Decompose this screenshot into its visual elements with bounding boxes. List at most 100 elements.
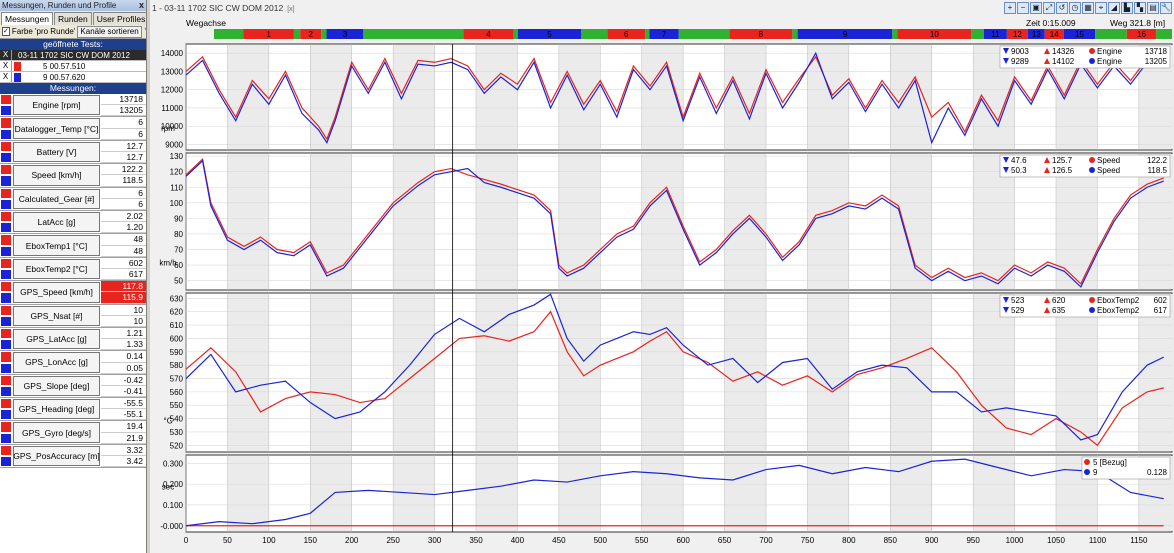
measurement-row[interactable]: EboxTemp1 [°C] 48 48: [0, 234, 146, 258]
channel-name-button[interactable]: GPS_LatAcc [g]: [13, 328, 100, 350]
measurement-row[interactable]: GPS_Slope [deg] -0.42 -0.41: [0, 374, 146, 399]
track-segment[interactable]: [1156, 29, 1172, 39]
layout-1-icon[interactable]: ▙: [1121, 2, 1133, 14]
track-segment[interactable]: [729, 29, 793, 39]
track-segment[interactable]: [214, 29, 244, 39]
zoom-fit-icon[interactable]: ⤢: [1043, 2, 1055, 14]
layout-3-icon[interactable]: ▤: [1147, 2, 1159, 14]
channel-color-swatch[interactable]: [0, 304, 12, 327]
track-segment[interactable]: [897, 29, 972, 39]
track-segment[interactable]: [1006, 29, 1028, 39]
track-segment[interactable]: [971, 29, 984, 39]
track-segment[interactable]: [645, 29, 650, 39]
channel-name-button[interactable]: Calculated_Gear [#]: [13, 188, 100, 209]
grid-icon[interactable]: ▦: [1082, 2, 1094, 14]
channel-color-swatch[interactable]: [0, 444, 12, 468]
channel-name-button[interactable]: EboxTemp1 [°C]: [13, 235, 100, 256]
channel-color-swatch[interactable]: [0, 117, 12, 140]
zoom-box-icon[interactable]: ▣: [1030, 2, 1042, 14]
document-tab[interactable]: 1 - 03-11 1702 SIC CW DOM 2012 [x]: [152, 3, 295, 13]
track-segment[interactable]: [363, 29, 464, 39]
channel-name-button[interactable]: GPS_Heading [deg]: [13, 399, 100, 420]
channel-color-swatch[interactable]: [0, 94, 12, 117]
track-segment[interactable]: [326, 29, 364, 39]
test-row[interactable]: X 03-11 1702 SIC CW DOM 2012: [0, 50, 146, 61]
track-segment[interactable]: [983, 29, 1007, 39]
channel-name-button[interactable]: GPS_Speed [km/h]: [13, 282, 100, 303]
measurement-row[interactable]: EboxTemp2 [°C] 602 617: [0, 257, 146, 282]
track-segment[interactable]: [293, 29, 301, 39]
channel-color-swatch[interactable]: [0, 398, 12, 421]
channel-color-swatch[interactable]: [0, 257, 12, 281]
track-segment[interactable]: [1027, 29, 1045, 39]
legend-box[interactable]: [999, 45, 1171, 69]
channel-name-button[interactable]: GPS_Nsat [#]: [13, 305, 100, 326]
channel-name-button[interactable]: Engine [rpm]: [13, 95, 100, 116]
test-row[interactable]: X 9 00.57.620: [0, 72, 146, 83]
measurement-row[interactable]: GPS_LatAcc [g] 1.21 1.33: [0, 327, 146, 352]
track-segment[interactable]: [300, 29, 322, 39]
track-segment[interactable]: [321, 29, 327, 39]
track-segment[interactable]: [1044, 29, 1064, 39]
chart-canvas[interactable]: 1 2 3 4 5 6 7 8 9 10 11 12 13 14 15 1690001000011000120…: [150, 0, 1174, 553]
measurement-row[interactable]: Speed [km/h] 122.2 118.5: [0, 164, 146, 188]
channel-name-button[interactable]: GPS_Gyro [deg/s]: [13, 422, 100, 443]
close-icon[interactable]: x: [138, 0, 144, 10]
track-segment[interactable]: [463, 29, 514, 39]
zoom-in-icon[interactable]: +: [1004, 2, 1016, 14]
channel-name-button[interactable]: LatAcc [g]: [13, 211, 100, 233]
zoom-reset-icon[interactable]: ↺: [1056, 2, 1068, 14]
track-segment[interactable]: [792, 29, 798, 39]
wrench-icon[interactable]: 🔧: [1160, 2, 1172, 14]
channel-name-button[interactable]: GPS_Slope [deg]: [13, 375, 100, 397]
channel-name-button[interactable]: Datalogger_Temp [°C]: [13, 118, 100, 139]
measurement-row[interactable]: LatAcc [g] 2.02 1.20: [0, 210, 146, 235]
channel-color-swatch[interactable]: [0, 327, 12, 351]
zoom-out-icon[interactable]: −: [1017, 2, 1029, 14]
track-segment[interactable]: [1126, 29, 1157, 39]
sort-channels-button[interactable]: Kanäle sortieren: [77, 25, 142, 38]
tab-runden[interactable]: Runden: [53, 12, 92, 25]
channel-name-button[interactable]: GPS_LonAcc [g]: [13, 352, 100, 373]
track-segment[interactable]: [243, 29, 294, 39]
wrench-icon[interactable]: 🔧: [144, 26, 146, 37]
track-segment[interactable]: [513, 29, 518, 39]
legend-box[interactable]: [999, 154, 1171, 178]
channel-color-swatch[interactable]: [0, 140, 12, 164]
measurement-row[interactable]: GPS_PosAccuracy [m] 3.32 3.42: [0, 444, 146, 469]
channel-color-swatch[interactable]: [0, 234, 12, 257]
channel-color-swatch[interactable]: [0, 210, 12, 234]
legend-box[interactable]: [1081, 456, 1171, 480]
channel-color-swatch[interactable]: [0, 351, 12, 374]
channel-color-swatch[interactable]: [0, 374, 12, 398]
track-segment[interactable]: [607, 29, 646, 39]
legend-box[interactable]: [999, 294, 1171, 318]
measurement-row[interactable]: Engine [rpm] 13718 13205: [0, 94, 146, 118]
channel-name-button[interactable]: GPS_PosAccuracy [m]: [13, 445, 100, 467]
clock-icon[interactable]: ◷: [1069, 2, 1081, 14]
remove-test-icon[interactable]: X: [0, 61, 12, 71]
measure-icon[interactable]: ◢: [1108, 2, 1120, 14]
color-per-lap-checkbox[interactable]: ✓: [2, 27, 10, 36]
measurement-row[interactable]: GPS_Speed [km/h] 117.8 115.9: [0, 281, 146, 305]
channel-color-swatch[interactable]: [0, 187, 12, 210]
tab-messungen[interactable]: Messungen: [1, 12, 53, 25]
track-segment[interactable]: [892, 29, 898, 39]
measurement-row[interactable]: GPS_LonAcc [g] 0.14 0.05: [0, 351, 146, 375]
measurement-row[interactable]: Battery [V] 12.7 12.7: [0, 140, 146, 165]
channel-color-swatch[interactable]: [0, 281, 12, 304]
tab-user-profiles[interactable]: User Profiles: [92, 12, 146, 25]
track-segment[interactable]: [649, 29, 679, 39]
channel-color-swatch[interactable]: [0, 421, 12, 444]
track-segment[interactable]: [1095, 29, 1127, 39]
layout-2-icon[interactable]: ▚: [1134, 2, 1146, 14]
track-segment[interactable]: [581, 29, 608, 39]
cursor-icon[interactable]: ⌖: [1095, 2, 1107, 14]
track-segment[interactable]: [1063, 29, 1096, 39]
track-segment[interactable]: [797, 29, 893, 39]
track-segment[interactable]: [517, 29, 582, 39]
remove-test-icon[interactable]: X: [0, 72, 12, 82]
measurement-row[interactable]: GPS_Gyro [deg/s] 19.4 21.9: [0, 421, 146, 445]
measurement-row[interactable]: GPS_Nsat [#] 10 10: [0, 304, 146, 328]
measurement-row[interactable]: GPS_Heading [deg] -55.5 -55.1: [0, 398, 146, 422]
